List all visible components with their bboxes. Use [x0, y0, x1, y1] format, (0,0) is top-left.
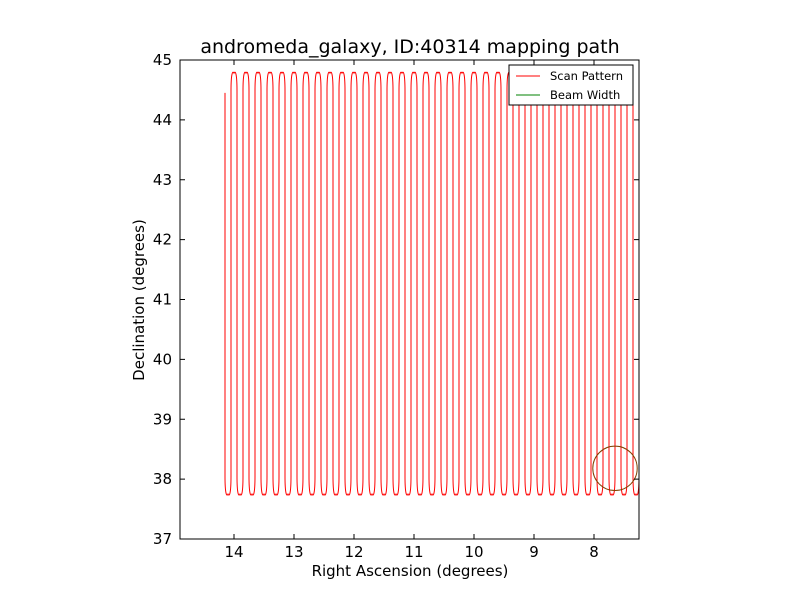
y-tick-label: 42 [153, 231, 172, 249]
legend-label-scan-pattern: Scan Pattern [550, 69, 623, 83]
y-tick-label: 44 [153, 111, 172, 129]
x-tick-label: 10 [464, 543, 483, 561]
beam-width-circle [592, 445, 638, 492]
x-tick-label: 8 [589, 543, 599, 561]
y-axis-label: Declination (degrees) [130, 219, 148, 381]
y-tick-label: 40 [153, 350, 172, 368]
x-tick-label: 13 [284, 543, 303, 561]
x-axis-label: Right Ascension (degrees) [312, 562, 509, 580]
y-tick-label: 43 [153, 171, 172, 189]
y-tick-label: 45 [153, 51, 172, 69]
x-tick-label: 14 [224, 543, 243, 561]
y-tick-label: 38 [153, 470, 172, 488]
y-axis: 37 38 39 40 41 42 43 44 45 [153, 51, 639, 548]
plot-area [180, 60, 639, 539]
chart-title: andromeda_galaxy, ID:40314 mapping path [200, 36, 619, 58]
y-tick-label: 37 [153, 530, 172, 548]
x-tick-label: 11 [404, 543, 423, 561]
x-tick-label: 12 [344, 543, 363, 561]
y-tick-label: 39 [153, 410, 172, 428]
legend-label-beam-width: Beam Width [550, 88, 620, 102]
x-axis: 14 13 12 11 10 9 8 [224, 60, 599, 561]
y-tick-label: 41 [153, 291, 172, 309]
legend: Scan Pattern Beam Width [508, 64, 634, 106]
x-tick-label: 9 [529, 543, 539, 561]
legend-box [508, 64, 634, 106]
